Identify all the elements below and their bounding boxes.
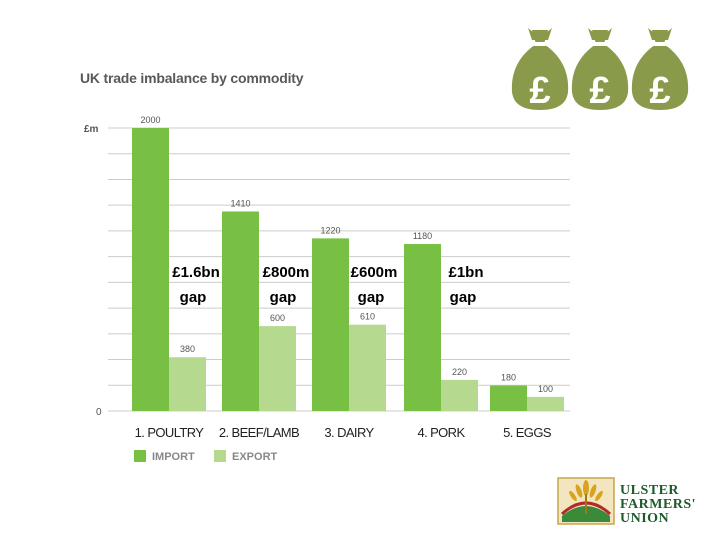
logo-line-3: UNION [620, 511, 670, 526]
money-bag-icon: £ [511, 28, 569, 112]
y-tick-label: 0 [96, 407, 102, 418]
import-value-label: 1410 [230, 198, 250, 208]
import-value-label: 1220 [320, 225, 340, 235]
export-value-label: 220 [452, 367, 467, 377]
import-bar [404, 244, 441, 411]
data-labels: 2000 380 1410 600 1220 610 1180 220 180 100 £1.6bn… [140, 115, 553, 394]
chart-title: UK trade imbalance by commodity [80, 70, 304, 86]
legend-swatch [134, 450, 146, 462]
legend-swatch [214, 450, 226, 462]
money-bag-top [648, 28, 672, 40]
gap-annotation-sub: gap [358, 289, 385, 306]
export-value-label: 610 [360, 312, 375, 322]
gap-annotation-sub: gap [270, 289, 297, 306]
money-bags: £ £ £ [511, 28, 689, 112]
category-label: 5. EGGS [503, 425, 552, 440]
gap-annotation: £1.6bn [172, 264, 220, 281]
gap-annotation: £600m [351, 264, 398, 281]
gap-annotation-sub: gap [180, 289, 207, 306]
import-bar [222, 211, 259, 411]
money-bag-tie [651, 42, 669, 46]
import-bar [490, 385, 527, 411]
category-label: 1. POULTRY [135, 425, 205, 440]
category-label: 3. DAIRY [324, 425, 374, 440]
pound-symbol: £ [649, 70, 670, 112]
logo-line-2: FARMERS' [620, 497, 697, 512]
y-axis-label: £m [84, 124, 99, 135]
export-bar [441, 379, 478, 411]
money-bag-top [588, 28, 612, 40]
category-label: 4. PORK [417, 425, 465, 440]
axes: £m 0 1. POULTRY 2. BEEF/LAMB 3. DAIRY 4. PORK… [84, 124, 552, 440]
ulster-farmers-union-logo [556, 474, 704, 528]
import-value-label: 2000 [140, 115, 160, 125]
import-value-label: 1180 [413, 231, 432, 241]
import-bar [312, 238, 349, 411]
money-bag-top [528, 28, 552, 40]
export-value-label: 100 [538, 384, 553, 394]
export-value-label: 380 [180, 344, 195, 354]
money-bag-icon: £ [631, 28, 689, 112]
money-bag-body [631, 30, 689, 110]
bars [132, 128, 564, 411]
legend-label: EXPORT [232, 451, 278, 463]
money-bag-tie [591, 42, 609, 46]
legend-label: IMPORT [152, 451, 195, 463]
logo-line-1: ULSTER [620, 483, 680, 498]
legend: IMPORT EXPORT [134, 450, 278, 463]
money-bag-body [571, 30, 629, 110]
gap-annotation: £1bn [448, 264, 483, 281]
money-bag-tie [531, 42, 549, 46]
export-bar [259, 326, 296, 411]
import-value-label: 180 [501, 373, 516, 383]
wheat-sheaf-icon [557, 477, 615, 525]
gap-annotation-sub: gap [450, 289, 477, 306]
money-bag-body [511, 30, 569, 110]
pound-symbol: £ [589, 70, 610, 112]
export-value-label: 600 [270, 313, 285, 323]
category-label: 2. BEEF/LAMB [219, 425, 299, 440]
export-bar [349, 324, 386, 411]
pound-symbol: £ [529, 70, 550, 112]
import-bar [132, 128, 169, 411]
export-bar [527, 396, 564, 411]
gap-annotation: £800m [263, 264, 310, 281]
export-bar [169, 357, 206, 411]
money-bag-icon: £ [571, 28, 629, 112]
